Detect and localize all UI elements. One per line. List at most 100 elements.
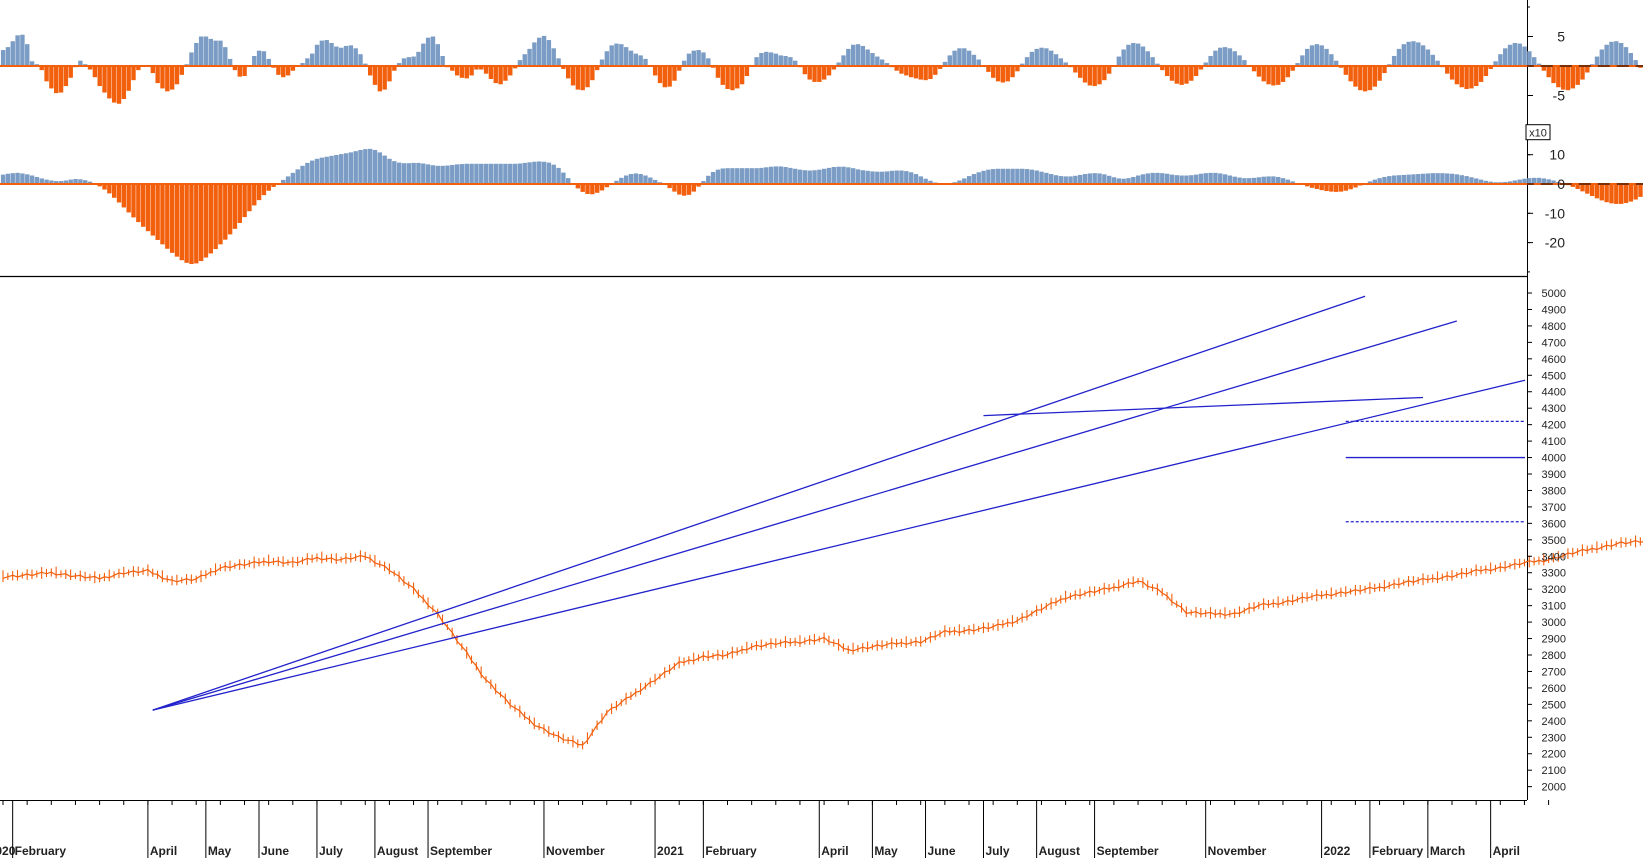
histogram-bar [1527, 178, 1532, 184]
histogram-bar [715, 169, 721, 184]
histogram-bar [933, 66, 938, 75]
histogram-bar [1237, 177, 1242, 184]
histogram-bar [121, 184, 127, 208]
histogram-bar [445, 165, 450, 184]
histogram-bar [194, 42, 199, 66]
histogram-bar [78, 60, 83, 66]
y-tick-label: 4300 [1542, 403, 1566, 415]
histogram-bar [1594, 56, 1600, 66]
histogram-bar [735, 66, 740, 89]
histogram-bar [102, 66, 107, 93]
histogram-bar [788, 57, 793, 66]
histogram-bar [1430, 173, 1435, 184]
histogram-bar [281, 66, 286, 78]
histogram-bar [184, 184, 189, 263]
histogram-bar [1319, 184, 1324, 191]
histogram-bar [797, 169, 803, 184]
histogram-bar [817, 66, 822, 82]
histogram-bar [1425, 173, 1431, 184]
histogram-bar [382, 155, 387, 184]
histogram-bar [913, 174, 919, 184]
histogram-bar [1218, 47, 1223, 66]
histogram-bar [1164, 66, 1170, 77]
histogram-bar [421, 163, 426, 184]
histogram-bar [1628, 53, 1634, 66]
histogram-bar [421, 43, 426, 66]
x-tick-label: February [15, 844, 67, 858]
histogram-bar [1063, 176, 1068, 184]
histogram-bar [966, 176, 972, 184]
histogram-bar [1300, 55, 1305, 66]
histogram-bar [952, 50, 957, 66]
histogram-bar [667, 66, 672, 87]
histogram-bar [1097, 173, 1102, 184]
histogram-bar [1174, 66, 1179, 84]
y-tick-label: 4000 [1542, 453, 1566, 465]
histogram-bar [1372, 179, 1378, 184]
histogram-bar [764, 51, 769, 66]
histogram-bar [599, 184, 605, 191]
histogram-bar [1039, 171, 1044, 184]
histogram-bar [194, 184, 199, 264]
histogram-bar [937, 66, 943, 69]
histogram-bar [1280, 66, 1286, 82]
histogram-bar [904, 66, 909, 76]
histogram-bar [652, 66, 658, 76]
histogram-bar [1628, 184, 1634, 202]
histogram-bar [614, 43, 619, 66]
histogram-bar [1483, 180, 1489, 184]
histogram-bar [590, 66, 595, 81]
histogram-bar [532, 161, 537, 184]
histogram-bar [261, 51, 267, 66]
histogram-bar [1213, 50, 1218, 66]
histogram-bar [1348, 184, 1353, 190]
histogram-bar [1005, 66, 1010, 82]
histogram-bar [1039, 47, 1044, 66]
histogram-bar [324, 156, 329, 184]
histogram-bar [1507, 181, 1513, 184]
y-tick-label: 4200 [1542, 420, 1566, 432]
histogram-bar [566, 178, 571, 184]
histogram-bar [1396, 175, 1402, 184]
histogram-bar [1454, 66, 1460, 85]
histogram-bar [49, 66, 54, 89]
histogram-bar [1106, 175, 1112, 184]
histogram-bar [1290, 66, 1295, 71]
histogram-bar [1382, 176, 1387, 184]
histogram-bar [416, 51, 421, 66]
histogram-bar [1237, 55, 1242, 66]
histogram-bar [174, 66, 180, 85]
histogram-bar [1503, 181, 1508, 184]
histogram-bar [923, 66, 928, 81]
histogram-bar [908, 66, 914, 78]
histogram-bar [1329, 54, 1334, 66]
histogram-bar [522, 162, 527, 184]
histogram-bar [469, 163, 474, 184]
histogram-bar [1565, 66, 1571, 91]
histogram-bar [1314, 184, 1320, 189]
histogram-bar [638, 55, 643, 66]
histogram-bar [126, 184, 131, 213]
histogram-bar [860, 45, 866, 66]
histogram-bar [575, 66, 581, 90]
histogram-bar [981, 170, 986, 184]
oscillator-panel-1 [0, 34, 1643, 104]
histogram-bar [392, 161, 397, 184]
histogram-bar [1604, 44, 1609, 66]
histogram-bar [681, 60, 687, 66]
histogram-bar [865, 49, 870, 66]
histogram-bar [295, 169, 300, 184]
trendline-4 [983, 396, 1424, 417]
histogram-bar [657, 66, 663, 84]
histogram-bar [1179, 175, 1184, 184]
histogram-bar [1560, 66, 1566, 90]
x-tick-label: April [1493, 844, 1520, 858]
histogram-bar [918, 66, 923, 80]
histogram-bar [353, 48, 358, 66]
histogram-bar [107, 66, 112, 99]
x-tick-label: July [319, 844, 343, 858]
histogram-bar [15, 172, 20, 184]
histogram-bar [319, 40, 325, 66]
histogram-bar [498, 66, 503, 85]
histogram-bar [488, 163, 494, 184]
